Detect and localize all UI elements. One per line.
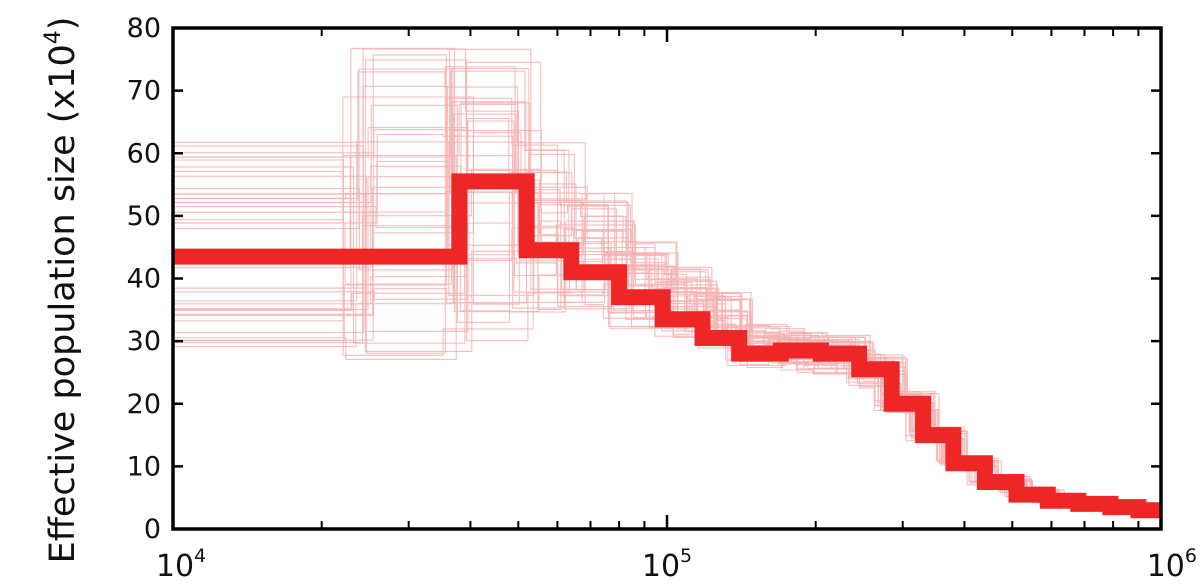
bootstrap-line — [173, 165, 1161, 512]
x-tick-label: 105 — [642, 545, 692, 584]
bootstrap-lines — [173, 47, 1161, 514]
main-series — [173, 173, 1161, 519]
bootstrap-line — [173, 155, 1161, 513]
y-tick-label: 60 — [127, 138, 161, 169]
y-tick-label: 50 — [127, 201, 161, 232]
main-series-line — [173, 173, 1161, 519]
bootstrap-line — [173, 186, 1161, 513]
y-tick-label: 80 — [127, 13, 161, 44]
y-axis-label: Effective population size (x104) — [41, 17, 83, 564]
y-tick-label: 10 — [127, 451, 161, 482]
y-tick-label: 20 — [127, 389, 161, 420]
plot-frame — [171, 26, 1163, 531]
x-tick-label: 106 — [1147, 545, 1197, 584]
y-tick-label: 70 — [127, 76, 161, 107]
y-tick-label: 0 — [144, 514, 161, 545]
bootstrap-line — [173, 160, 1161, 510]
y-ticks: 0 10 20 30 40 50 60 70 80 — [127, 13, 1161, 545]
y-tick-label: 40 — [127, 264, 161, 295]
y-tick-label: 30 — [127, 326, 161, 357]
bootstrap-line — [173, 169, 1161, 513]
bootstrap-line — [173, 193, 1161, 510]
x-tick-label: 104 — [156, 545, 206, 584]
bootstrap-line — [173, 176, 1161, 511]
